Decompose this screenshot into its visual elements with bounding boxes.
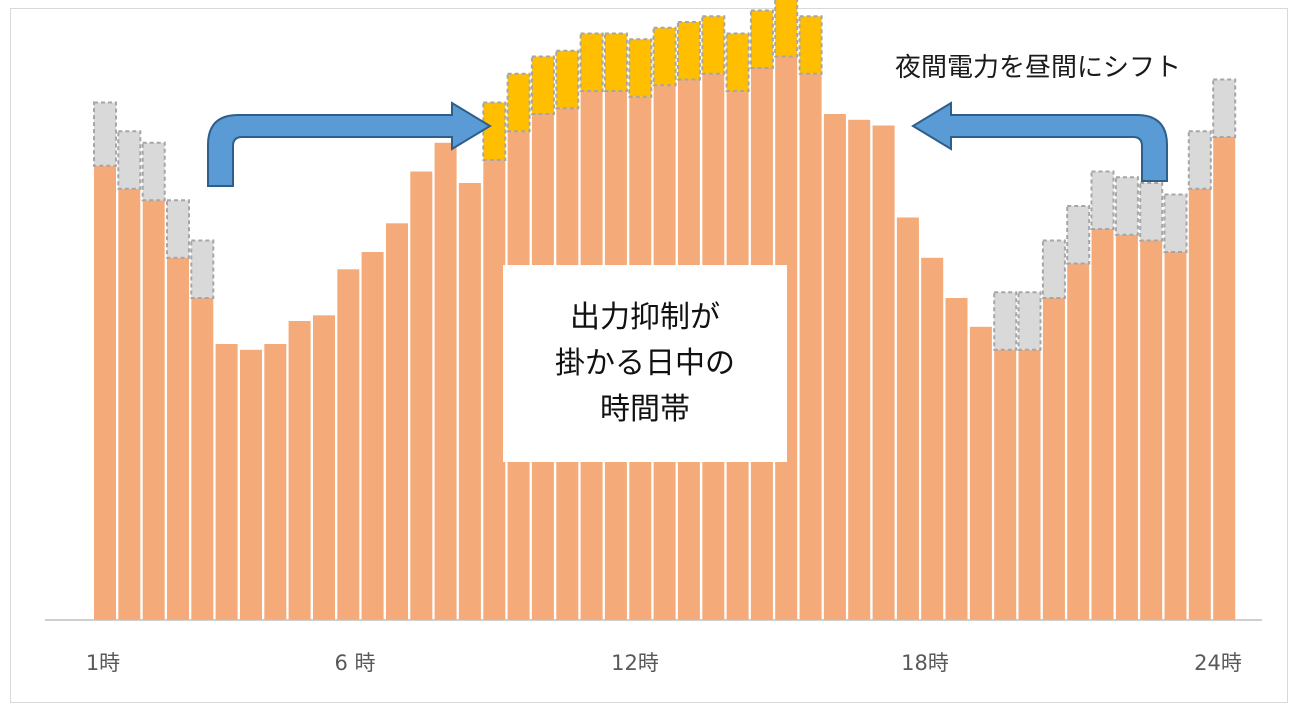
shift-label: 夜間電力を昼間にシフト bbox=[895, 53, 1181, 83]
shifted-in-segment bbox=[652, 26, 677, 87]
shifted-in-segment bbox=[628, 38, 653, 98]
shifted-out-segment bbox=[1066, 205, 1091, 265]
demand-bar bbox=[240, 349, 262, 621]
shifted-out-segment bbox=[1041, 239, 1066, 299]
shifted-out-segment bbox=[993, 291, 1018, 351]
shift-arrow-right bbox=[911, 101, 1168, 182]
demand-bar bbox=[142, 200, 165, 621]
shifted-in-segment bbox=[579, 32, 604, 92]
shifted-out-segment bbox=[117, 130, 142, 190]
demand-bar bbox=[337, 269, 360, 621]
demand-bar bbox=[1067, 263, 1090, 620]
demand-bar bbox=[1091, 229, 1114, 620]
shifted-in-segment bbox=[603, 32, 628, 92]
x-tick-label: 1時 bbox=[86, 651, 120, 675]
curtailment-annotation-box: 出力抑制が 掛かる日中の 時間帯 bbox=[503, 265, 787, 462]
shifted-out-segment bbox=[1187, 130, 1212, 190]
shifted-out-segment bbox=[1139, 182, 1164, 242]
shifted-in-segment bbox=[676, 21, 701, 81]
shifted-out-segment bbox=[1212, 78, 1237, 138]
demand-bar bbox=[264, 344, 287, 620]
demand-bar bbox=[799, 73, 822, 621]
shifted-out-segment bbox=[141, 141, 166, 202]
demand-bar bbox=[1042, 298, 1065, 620]
demand-bar bbox=[1115, 234, 1138, 621]
x-tick-label: 24時 bbox=[1194, 651, 1242, 675]
demand-bar bbox=[191, 298, 214, 620]
demand-bar bbox=[1164, 252, 1187, 620]
shifted-in-segment bbox=[774, 0, 799, 58]
shifted-in-segment bbox=[725, 32, 750, 92]
shift-arrow-left bbox=[207, 101, 492, 187]
x-tick-label: 12時 bbox=[611, 651, 659, 675]
demand-bar bbox=[994, 349, 1017, 621]
shifted-in-segment bbox=[530, 55, 555, 115]
demand-bar bbox=[969, 326, 992, 621]
shifted-in-segment bbox=[798, 15, 823, 75]
x-tick-label: 18時 bbox=[901, 651, 949, 675]
shifted-in-segment bbox=[701, 15, 726, 75]
demand-bar bbox=[458, 183, 481, 620]
demand-bar bbox=[896, 217, 919, 620]
shifted-in-segment bbox=[506, 72, 531, 133]
shifted-in-segment bbox=[555, 49, 580, 110]
shifted-out-segment bbox=[1090, 170, 1115, 230]
shifted-out-segment bbox=[1114, 176, 1139, 236]
shifted-out-segment bbox=[1163, 193, 1188, 253]
demand-bar bbox=[94, 165, 116, 621]
demand-bar bbox=[1213, 137, 1236, 620]
x-tick-labels: 1時 6 時 12時 18時 24時 bbox=[86, 651, 1242, 675]
curtailment-annotation-text: 出力抑制が 掛かる日中の 時間帯 bbox=[555, 299, 735, 427]
demand-bar bbox=[483, 160, 506, 620]
x-tick-label: 6 時 bbox=[334, 651, 375, 675]
demand-bar bbox=[361, 252, 384, 620]
shifted-out-segment bbox=[166, 199, 190, 259]
demand-bar bbox=[1188, 188, 1211, 621]
demand-bar bbox=[872, 125, 895, 620]
demand-bar bbox=[921, 257, 944, 621]
shifted-out-segment bbox=[190, 239, 215, 299]
demand-bar bbox=[1140, 240, 1163, 620]
demand-bar bbox=[118, 188, 141, 621]
demand-bar bbox=[823, 114, 846, 620]
demand-bar bbox=[167, 257, 189, 621]
demand-bar bbox=[1018, 349, 1041, 621]
demand-bar bbox=[945, 298, 968, 620]
demand-bar bbox=[410, 171, 433, 620]
demand-bar bbox=[215, 344, 238, 620]
demand-bar bbox=[848, 119, 871, 621]
shifted-out-segment bbox=[93, 101, 117, 167]
shifted-out-segment bbox=[1017, 291, 1042, 351]
demand-bar bbox=[288, 321, 311, 620]
demand-bar bbox=[434, 142, 457, 621]
shifted-in-segment bbox=[749, 9, 774, 69]
demand-bar bbox=[386, 223, 408, 621]
demand-bar bbox=[313, 315, 335, 621]
shifted-in-segment bbox=[482, 101, 507, 161]
